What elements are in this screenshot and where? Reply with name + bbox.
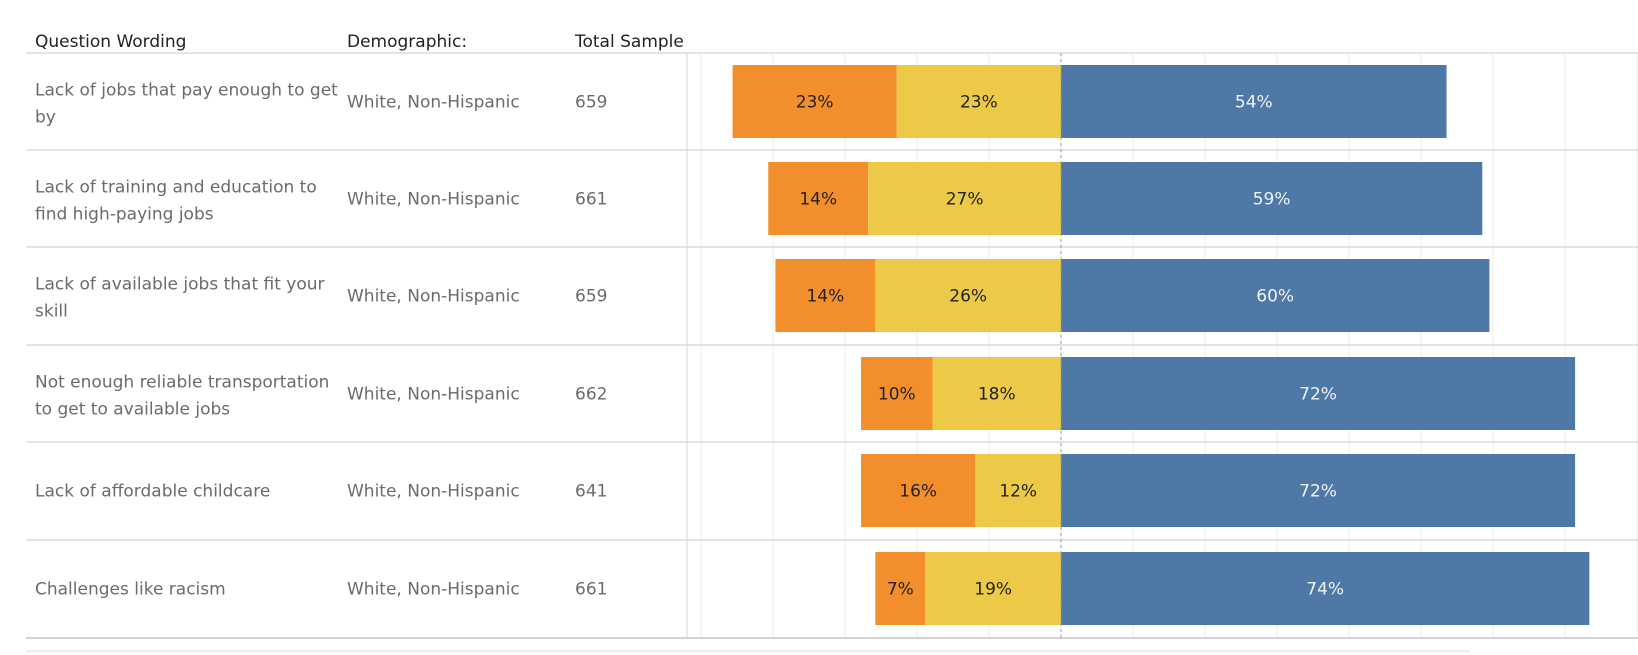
bar-label-orange: 16% bbox=[899, 482, 937, 502]
bars bbox=[732, 65, 1590, 625]
bar-orange bbox=[875, 552, 926, 625]
question-text: Not enough reliable transportation bbox=[35, 373, 329, 393]
bar-label-orange: 10% bbox=[878, 385, 916, 405]
sample-text: 661 bbox=[575, 580, 607, 600]
bar-orange bbox=[775, 259, 876, 332]
bar-label-blue: 74% bbox=[1306, 580, 1344, 600]
bar-orange bbox=[768, 162, 869, 235]
table-body: Lack of jobs that pay enough to get by Whi… bbox=[35, 81, 607, 600]
question-text: Lack of affordable childcare bbox=[35, 482, 270, 502]
bar-label-yellow: 26% bbox=[949, 287, 987, 307]
bar-blue bbox=[1061, 454, 1576, 527]
header-total-sample: Total Sample bbox=[574, 32, 684, 52]
bar-label-blue: 72% bbox=[1299, 482, 1337, 502]
sample-text: 662 bbox=[575, 385, 607, 405]
bar-yellow bbox=[875, 259, 1061, 332]
bar-blue bbox=[1061, 259, 1490, 332]
bar-yellow bbox=[932, 357, 1061, 430]
bar-label-orange: 23% bbox=[796, 93, 834, 113]
bar-yellow bbox=[925, 552, 1061, 625]
question-text: Lack of jobs that pay enough to get bbox=[35, 81, 338, 101]
bar-label-yellow: 27% bbox=[946, 190, 984, 210]
bar-label-orange: 7% bbox=[887, 580, 914, 600]
bar-label-yellow: 18% bbox=[978, 385, 1016, 405]
demographic-text: White, Non-Hispanic bbox=[347, 385, 520, 405]
demographic-text: White, Non-Hispanic bbox=[347, 482, 520, 502]
bar-blue bbox=[1061, 357, 1576, 430]
bar-label-orange: 14% bbox=[799, 190, 837, 210]
sample-text: 661 bbox=[575, 190, 607, 210]
sample-text: 659 bbox=[575, 93, 607, 113]
bar-blue bbox=[1061, 65, 1447, 138]
question-text: find high-paying jobs bbox=[35, 205, 214, 225]
bar-labels: 23% 23% 54% 14% 27% 59% 14% 26% 60% 10% 18% 72% 16% 1… bbox=[796, 93, 1344, 600]
question-text: skill bbox=[35, 302, 68, 322]
header-demographic: Demographic: bbox=[347, 32, 467, 52]
sample-text: 659 bbox=[575, 287, 607, 307]
question-text: to get to available jobs bbox=[35, 400, 230, 420]
question-text: by bbox=[35, 108, 56, 128]
bar-label-yellow: 19% bbox=[974, 580, 1012, 600]
question-text: Lack of available jobs that fit your bbox=[35, 275, 325, 295]
bar-blue bbox=[1061, 552, 1590, 625]
row-separators bbox=[26, 52, 1638, 652]
bar-label-blue: 59% bbox=[1253, 190, 1291, 210]
bar-orange bbox=[732, 65, 897, 138]
demographic-text: White, Non-Hispanic bbox=[347, 93, 520, 113]
bar-label-orange: 14% bbox=[806, 287, 844, 307]
question-text: Lack of training and education to bbox=[35, 178, 317, 198]
sample-text: 641 bbox=[575, 482, 607, 502]
table-header: Question Wording Demographic: Total Samp… bbox=[35, 32, 684, 52]
chart-area: 23% 23% 54% 14% 27% 59% 14% 26% 60% 10% 18% 72% 16% 1… bbox=[26, 52, 1638, 652]
header-question-wording: Question Wording bbox=[35, 32, 186, 52]
bar-orange bbox=[861, 454, 976, 527]
bar-label-yellow: 12% bbox=[999, 482, 1037, 502]
bar-blue bbox=[1061, 162, 1483, 235]
bar-label-blue: 72% bbox=[1299, 385, 1337, 405]
demographic-text: White, Non-Hispanic bbox=[347, 190, 520, 210]
bar-yellow bbox=[975, 454, 1061, 527]
bar-orange bbox=[861, 357, 933, 430]
bar-yellow bbox=[896, 65, 1061, 138]
bar-label-blue: 60% bbox=[1256, 287, 1294, 307]
bar-yellow bbox=[868, 162, 1061, 235]
demographic-text: White, Non-Hispanic bbox=[347, 287, 520, 307]
bar-label-blue: 54% bbox=[1235, 93, 1273, 113]
question-text: Challenges like racism bbox=[35, 580, 226, 600]
bar-label-yellow: 23% bbox=[960, 93, 998, 113]
demographic-text: White, Non-Hispanic bbox=[347, 580, 520, 600]
